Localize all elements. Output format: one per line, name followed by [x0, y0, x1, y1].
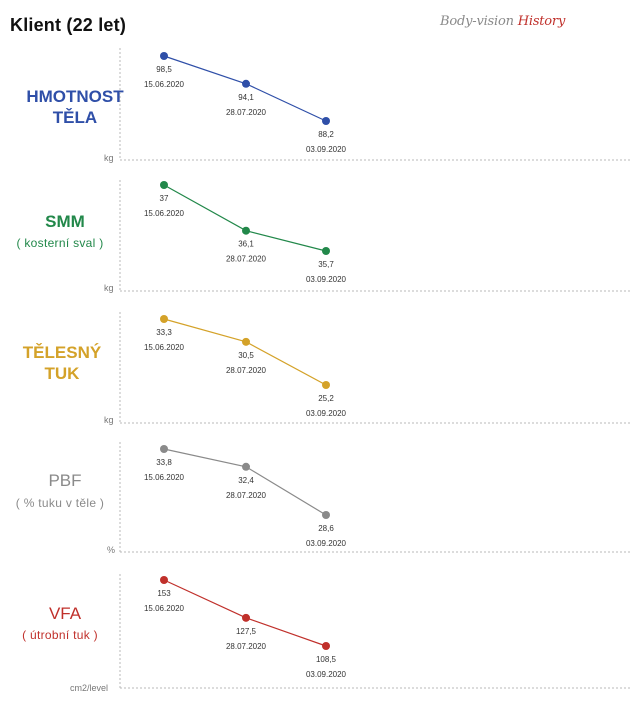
data-label-date: 03.09.2020 [306, 539, 347, 548]
data-point [160, 445, 168, 453]
data-label-date: 15.06.2020 [144, 343, 185, 352]
data-label-value: 108,5 [316, 655, 337, 664]
client-title: Klient (22 let) [10, 15, 127, 35]
panel-title-line2: TUK [44, 364, 80, 383]
brand-main: Body-vision [440, 14, 514, 29]
panel-title-smm: SMM [45, 212, 85, 231]
data-label-date: 28.07.2020 [226, 366, 267, 375]
data-label-value: 37 [160, 194, 169, 203]
data-label-value: 35,7 [318, 260, 334, 269]
data-label-date: 15.06.2020 [144, 209, 185, 218]
unit-label: kg [104, 283, 114, 293]
data-point [242, 79, 250, 88]
data-point [322, 381, 330, 389]
brand-logo: Body-vision History [440, 14, 565, 29]
data-label-value: 36,1 [238, 240, 254, 249]
brand-accent: History [517, 14, 566, 29]
data-point [322, 642, 330, 650]
data-point [322, 117, 330, 125]
data-label-value: 32,4 [238, 476, 254, 485]
data-point [242, 337, 250, 346]
data-label-value: 98,5 [156, 65, 172, 74]
data-label-value: 88,2 [318, 130, 334, 139]
panel-title-fat: TĚLESNÝ TUK [0, 342, 137, 384]
data-point [242, 226, 250, 235]
unit-label: cm2/level [70, 683, 109, 693]
data-point [160, 52, 168, 60]
data-label-date: 03.09.2020 [306, 145, 347, 154]
data-label-value: 94,1 [238, 93, 254, 102]
data-label-date: 28.07.2020 [226, 108, 267, 117]
data-label-date: 15.06.2020 [144, 473, 185, 482]
data-label-date: 03.09.2020 [306, 275, 347, 284]
panel-title-vfa: VFA [48, 604, 82, 623]
series-line [163, 579, 327, 647]
data-point [322, 511, 330, 519]
data-label-date: 28.07.2020 [226, 642, 267, 651]
panel-title-line2: TĚLA [52, 108, 98, 127]
data-label-date: 15.06.2020 [144, 604, 185, 613]
unit-label: kg [104, 415, 114, 425]
data-label-date: 03.09.2020 [306, 409, 347, 418]
data-point [160, 181, 168, 189]
data-label-value: 28,6 [318, 524, 334, 533]
data-label-value: 25,2 [318, 394, 334, 403]
panel-title-line1: HMOTNOST [26, 87, 124, 106]
panel-subtitle-pbf: ( % tuku v těle ) [15, 496, 105, 510]
panel-subtitle-smm: ( kosterní sval ) [16, 236, 104, 250]
data-point [160, 315, 168, 323]
data-label-date: 28.07.2020 [226, 255, 267, 264]
panel-title-line1: TĚLESNÝ [22, 343, 102, 362]
unit-label: % [107, 545, 116, 555]
data-label-value: 33,3 [156, 328, 172, 337]
panel-subtitle-vfa: ( útrobní tuk ) [22, 628, 98, 642]
data-label-date: 03.09.2020 [306, 670, 347, 679]
panel-title-weight: HMOTNOST TĚLA [0, 86, 150, 128]
data-point [242, 462, 250, 471]
data-label-value: 153 [157, 589, 171, 598]
data-point [322, 247, 330, 255]
data-label-date: 15.06.2020 [144, 80, 185, 89]
data-label-date: 28.07.2020 [226, 491, 267, 500]
data-label-value: 127,5 [236, 627, 257, 636]
data-label-value: 30,5 [238, 351, 254, 360]
data-label-value: 33,8 [156, 458, 172, 467]
data-point [160, 576, 168, 584]
unit-label: kg [104, 153, 114, 163]
panel-title-pbf: PBF [48, 471, 82, 490]
data-point [242, 613, 250, 622]
